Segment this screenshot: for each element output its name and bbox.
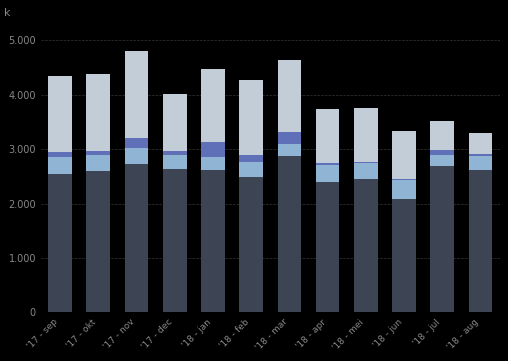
Bar: [239, 178, 263, 313]
Bar: [124, 138, 148, 148]
Bar: [163, 151, 186, 155]
Bar: [86, 74, 110, 151]
Bar: [354, 163, 377, 179]
Bar: [86, 171, 110, 313]
Bar: [201, 170, 225, 313]
Bar: [86, 151, 110, 155]
Bar: [392, 180, 416, 199]
Bar: [124, 51, 148, 138]
Bar: [430, 121, 454, 150]
Bar: [392, 179, 416, 180]
Bar: [430, 165, 454, 313]
Bar: [469, 133, 492, 154]
Bar: [48, 152, 72, 157]
Bar: [354, 162, 377, 163]
Bar: [239, 162, 263, 178]
Bar: [469, 154, 492, 156]
Bar: [316, 165, 339, 182]
Bar: [239, 155, 263, 162]
Bar: [469, 170, 492, 313]
Bar: [277, 61, 301, 132]
Bar: [163, 93, 186, 151]
Bar: [48, 174, 72, 313]
Bar: [163, 155, 186, 169]
Bar: [392, 199, 416, 313]
Bar: [201, 157, 225, 170]
Bar: [392, 131, 416, 179]
Bar: [48, 76, 72, 152]
Bar: [163, 169, 186, 313]
Bar: [277, 156, 301, 313]
Bar: [430, 150, 454, 155]
Bar: [277, 144, 301, 156]
Bar: [316, 109, 339, 163]
Text: k: k: [4, 8, 11, 18]
Bar: [354, 108, 377, 162]
Bar: [124, 148, 148, 164]
Bar: [316, 163, 339, 165]
Bar: [124, 164, 148, 313]
Bar: [239, 80, 263, 155]
Bar: [86, 155, 110, 171]
Bar: [316, 182, 339, 313]
Bar: [201, 142, 225, 157]
Bar: [354, 179, 377, 313]
Bar: [430, 155, 454, 165]
Bar: [48, 157, 72, 174]
Bar: [201, 69, 225, 142]
Bar: [277, 132, 301, 144]
Bar: [469, 156, 492, 170]
